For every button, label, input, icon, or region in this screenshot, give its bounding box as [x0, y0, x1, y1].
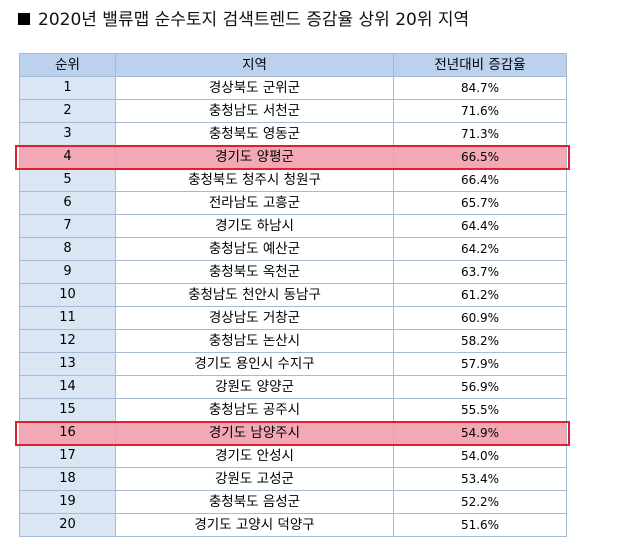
rate-cell: 63.7%: [393, 260, 567, 284]
region-cell: 충청남도 천안시 동남구: [115, 283, 394, 307]
rank-cell: 1: [19, 76, 116, 100]
rate-cell: 53.4%: [393, 467, 567, 491]
region-cell: 충청북도 음성군: [115, 490, 394, 514]
region-cell: 충청남도 서천군: [115, 99, 394, 123]
rank-cell: 18: [19, 467, 116, 491]
rate-cell: 54.0%: [393, 444, 567, 468]
square-bullet-icon: [18, 13, 30, 25]
region-cell: 경기도 남양주시: [115, 421, 394, 445]
rate-cell: 66.5%: [393, 145, 567, 169]
table-row: 10 충청남도 천안시 동남구 61.2%: [19, 283, 567, 307]
rank-cell: 2: [19, 99, 116, 123]
rank-cell: 6: [19, 191, 116, 215]
rate-cell: 66.4%: [393, 168, 567, 192]
region-cell: 경기도 안성시: [115, 444, 394, 468]
region-cell: 경기도 용인시 수지구: [115, 352, 394, 376]
rate-cell: 84.7%: [393, 76, 567, 100]
rank-cell: 7: [19, 214, 116, 238]
table-row: 3 충청북도 영동군 71.3%: [19, 122, 567, 146]
rank-cell: 16: [19, 421, 116, 445]
table-row: 15 충청남도 공주시 55.5%: [19, 398, 567, 422]
ranking-table: 순위 지역 전년대비 증감율 1 경상북도 군위군 84.7% 2 충청남도 서천군 71…: [19, 53, 567, 537]
rank-cell: 11: [19, 306, 116, 330]
rate-cell: 58.2%: [393, 329, 567, 353]
rate-cell: 57.9%: [393, 352, 567, 376]
rate-cell: 55.5%: [393, 398, 567, 422]
table-row: 11 경상남도 거창군 60.9%: [19, 306, 567, 330]
rate-cell: 65.7%: [393, 191, 567, 215]
table-row: 14 강원도 양양군 56.9%: [19, 375, 567, 399]
table-row: 1 경상북도 군위군 84.7%: [19, 76, 567, 100]
region-cell: 충청남도 논산시: [115, 329, 394, 353]
rate-cell: 64.4%: [393, 214, 567, 238]
rate-cell: 64.2%: [393, 237, 567, 261]
rate-cell: 71.3%: [393, 122, 567, 146]
table-row: 18 강원도 고성군 53.4%: [19, 467, 567, 491]
rate-cell: 61.2%: [393, 283, 567, 307]
region-cell: 충청북도 옥천군: [115, 260, 394, 284]
rank-cell: 8: [19, 237, 116, 261]
region-cell: 충청북도 청주시 청원구: [115, 168, 394, 192]
region-cell: 경상남도 거창군: [115, 306, 394, 330]
region-cell: 경상북도 군위군: [115, 76, 394, 100]
rank-cell: 17: [19, 444, 116, 468]
region-cell: 강원도 고성군: [115, 467, 394, 491]
rank-cell: 3: [19, 122, 116, 146]
region-cell: 경기도 하남시: [115, 214, 394, 238]
table-row: 16 경기도 남양주시 54.9%: [19, 421, 567, 445]
rank-cell: 5: [19, 168, 116, 192]
region-cell: 경기도 고양시 덕양구: [115, 513, 394, 537]
rank-cell: 12: [19, 329, 116, 353]
region-cell: 경기도 양평군: [115, 145, 394, 169]
rank-cell: 13: [19, 352, 116, 376]
rate-cell: 52.2%: [393, 490, 567, 514]
header-rate: 전년대비 증감율: [393, 53, 567, 77]
region-cell: 강원도 양양군: [115, 375, 394, 399]
rank-cell: 15: [19, 398, 116, 422]
rate-cell: 60.9%: [393, 306, 567, 330]
table-row: 19 충청북도 음성군 52.2%: [19, 490, 567, 514]
table-row: 7 경기도 하남시 64.4%: [19, 214, 567, 238]
header-rank: 순위: [19, 53, 116, 77]
table-row: 20 경기도 고양시 덕양구 51.6%: [19, 513, 567, 537]
table-row: 5 충청북도 청주시 청원구 66.4%: [19, 168, 567, 192]
rate-cell: 51.6%: [393, 513, 567, 537]
rate-cell: 54.9%: [393, 421, 567, 445]
table-row: 12 충청남도 논산시 58.2%: [19, 329, 567, 353]
rank-cell: 19: [19, 490, 116, 514]
page-title: 2020년 밸류맵 순수토지 검색트렌드 증감율 상위 20위 지역: [18, 8, 469, 32]
rank-cell: 4: [19, 145, 116, 169]
rank-cell: 14: [19, 375, 116, 399]
rank-cell: 20: [19, 513, 116, 537]
table-row: 13 경기도 용인시 수지구 57.9%: [19, 352, 567, 376]
region-cell: 충청남도 예산군: [115, 237, 394, 261]
table-row: 9 충청북도 옥천군 63.7%: [19, 260, 567, 284]
table-body: 1 경상북도 군위군 84.7% 2 충청남도 서천군 71.6% 3 충청북도 영동군 71.…: [19, 76, 567, 537]
rank-cell: 10: [19, 283, 116, 307]
table-header-row: 순위 지역 전년대비 증감율: [19, 53, 567, 77]
rate-cell: 71.6%: [393, 99, 567, 123]
table-row: 2 충청남도 서천군 71.6%: [19, 99, 567, 123]
rank-cell: 9: [19, 260, 116, 284]
table-row: 4 경기도 양평군 66.5%: [19, 145, 567, 169]
table-row: 8 충청남도 예산군 64.2%: [19, 237, 567, 261]
region-cell: 충청남도 공주시: [115, 398, 394, 422]
table-row: 17 경기도 안성시 54.0%: [19, 444, 567, 468]
page-title-text: 2020년 밸류맵 순수토지 검색트렌드 증감율 상위 20위 지역: [38, 10, 470, 30]
region-cell: 전라남도 고흥군: [115, 191, 394, 215]
region-cell: 충청북도 영동군: [115, 122, 394, 146]
rate-cell: 56.9%: [393, 375, 567, 399]
table-row: 6 전라남도 고흥군 65.7%: [19, 191, 567, 215]
header-region: 지역: [115, 53, 394, 77]
